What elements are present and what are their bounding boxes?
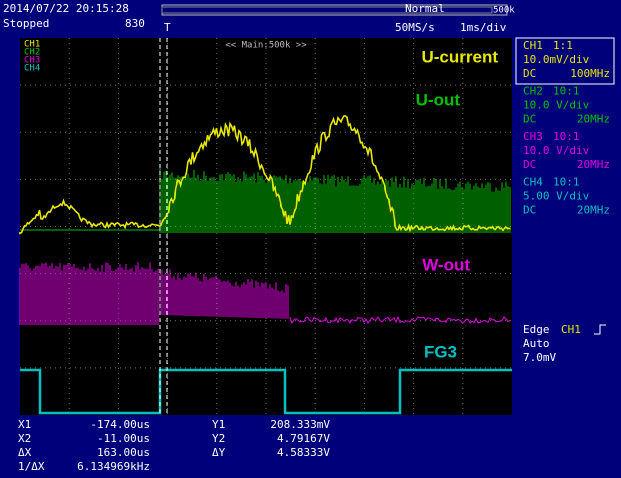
traces [19, 38, 512, 415]
cursor-cell: -11.00us [97, 432, 150, 445]
channel-name: CH2 [523, 85, 543, 98]
ch1-box [515, 37, 615, 85]
cursor-cell: Y1 [212, 418, 225, 431]
trace-ch4 [20, 368, 512, 415]
cursor-cell: 4.58333V [277, 446, 330, 459]
timebase: 1ms/div [460, 21, 507, 34]
channel-probe: 10:1 [553, 176, 580, 189]
trigger-level: 7.0mV [523, 351, 556, 364]
tag-ch1: CH1 [24, 40, 40, 50]
label-w-out: W-out [422, 255, 470, 274]
channel-bandwidth: 20MHz [577, 158, 610, 171]
record-length: 500k [493, 6, 515, 16]
channel-coupling: DC [523, 158, 536, 171]
label-fg3: FG3 [424, 342, 457, 361]
trace-ch3 [19, 262, 511, 325]
label-u-current: U-current [421, 47, 498, 66]
channel-bandwidth: 100MHz [570, 67, 610, 80]
cursor-cell: 6.134969kHz [77, 460, 150, 473]
cursor-cell: 208.333mV [270, 418, 330, 431]
channel-scale: 10.0 V/div [523, 99, 590, 112]
channel-coupling: DC [523, 113, 536, 126]
sample-rate: 50MS/s [395, 21, 435, 34]
channel-bandwidth: 20MHz [577, 204, 610, 217]
tag-ch4: CH4 [24, 64, 40, 74]
channel-coupling: DC [523, 204, 536, 217]
channel-name: CH1 [523, 39, 543, 52]
cursor-cell: ΔX [18, 446, 32, 459]
datetime: 2014/07/22 20:15:28 [3, 2, 129, 15]
channel-probe: 10:1 [553, 130, 580, 143]
cursor-cell: 4.79167V [277, 432, 330, 445]
channel-probe: 1:1 [553, 39, 573, 52]
channel-name: CH3 [523, 130, 543, 143]
channel-coupling: DC [523, 67, 536, 80]
cursor-cell: 163.00us [97, 446, 150, 459]
mode: Normal [405, 2, 445, 15]
tag-ch2: CH2 [24, 48, 40, 58]
edge-icon [594, 324, 606, 335]
channel-probe: 10:1 [553, 85, 580, 98]
channel-scale: 10.0mV/div [523, 53, 590, 66]
trigger-source: CH1 [561, 323, 581, 336]
trigger-mode: Auto [523, 337, 550, 350]
cursor-cell: X2 [18, 432, 31, 445]
count: 830 [125, 17, 145, 30]
tag-ch3: CH3 [24, 56, 40, 66]
channel-name: CH4 [523, 176, 543, 189]
cursor-cell: -174.00us [90, 418, 150, 431]
trace-ch1 [19, 115, 511, 235]
channel-scale: 10.0 V/div [523, 144, 590, 157]
trigger-mark: T [164, 21, 171, 34]
channel-bandwidth: 20MHz [577, 113, 610, 126]
cursor-readout: X1 -174.00us Y1 208.333mV X2 -11.00us Y2 4.7916… [18, 418, 330, 473]
trigger-type: Edge [523, 323, 550, 336]
trace-ch2 [20, 168, 511, 233]
cursor-cell: Y2 [212, 432, 225, 445]
record-window [161, 6, 493, 14]
zoom-label: << Main:500k >> [225, 41, 307, 51]
cursor-cell: 1/ΔX [18, 460, 45, 473]
status: Stopped [3, 17, 49, 30]
cursor-cell: ΔY [212, 446, 226, 459]
channel-scale: 5.00 V/div [523, 190, 590, 203]
cursor-cell: X1 [18, 418, 31, 431]
label-u-out: U-out [416, 90, 461, 109]
